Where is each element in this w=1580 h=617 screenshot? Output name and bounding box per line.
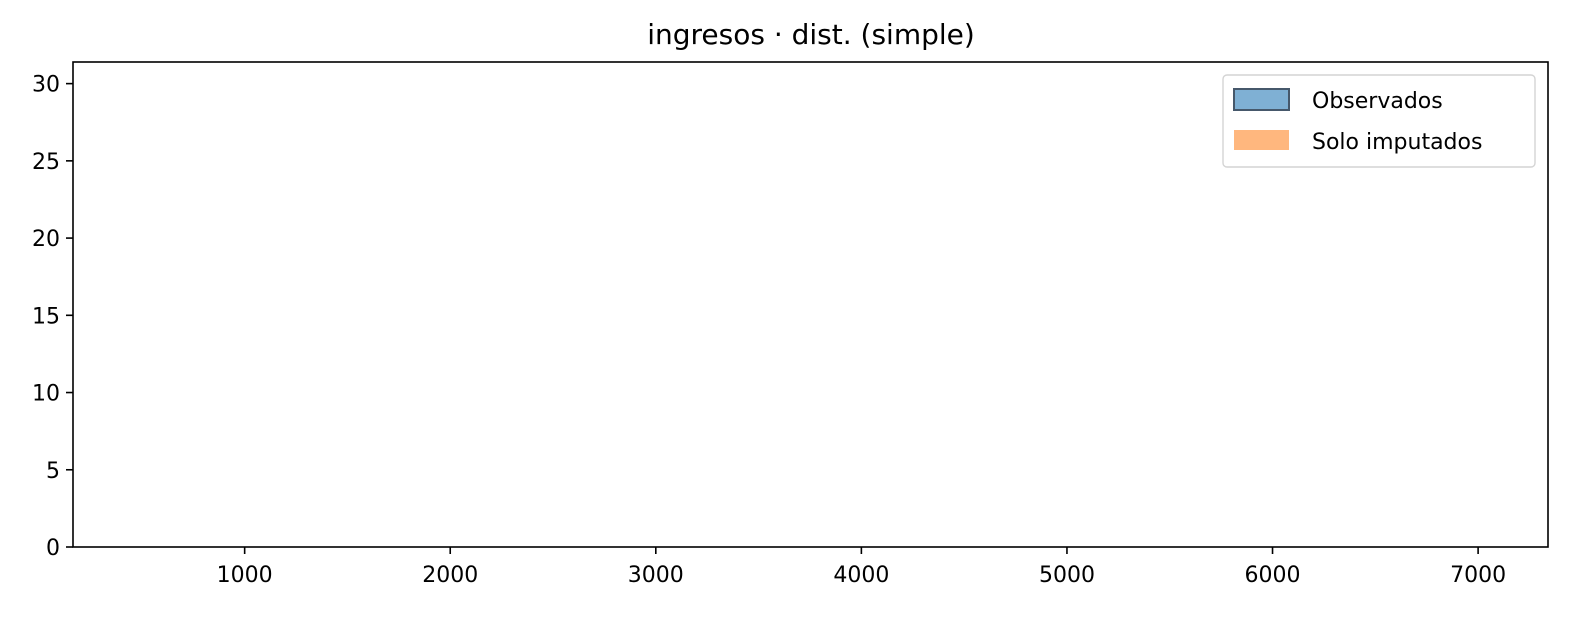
x-tick-label: 3000 [628, 563, 684, 588]
x-tick-label: 6000 [1245, 563, 1301, 588]
y-tick-label: 10 [32, 382, 60, 407]
legend-frame [1222, 74, 1536, 168]
y-tick-label: 5 [46, 459, 60, 484]
x-axis: 1000 2000 3000 4000 5000 6000 7000 [217, 547, 1506, 588]
legend-label-observados: Observados [1312, 89, 1443, 114]
legend-swatch-solo-imputados [1234, 130, 1289, 150]
x-tick-label: 7000 [1450, 563, 1506, 588]
y-tick-label: 25 [32, 150, 60, 175]
y-axis: 0 5 10 15 20 25 30 [32, 73, 73, 561]
y-tick-label: 20 [32, 227, 60, 252]
x-tick-label: 4000 [833, 563, 889, 588]
y-tick-label: 30 [32, 73, 60, 98]
chart-title: ingresos · dist. (simple) [647, 18, 975, 51]
legend-label-solo-imputados: Solo imputados [1312, 130, 1482, 155]
y-tick-label: 0 [46, 536, 60, 561]
legend-swatch-observados [1233, 88, 1290, 111]
x-tick-label: 2000 [422, 563, 478, 588]
y-tick-label: 15 [32, 304, 60, 329]
legend: Observados Solo imputados [1222, 74, 1536, 168]
x-tick-label: 1000 [217, 563, 273, 588]
x-tick-label: 5000 [1039, 563, 1095, 588]
